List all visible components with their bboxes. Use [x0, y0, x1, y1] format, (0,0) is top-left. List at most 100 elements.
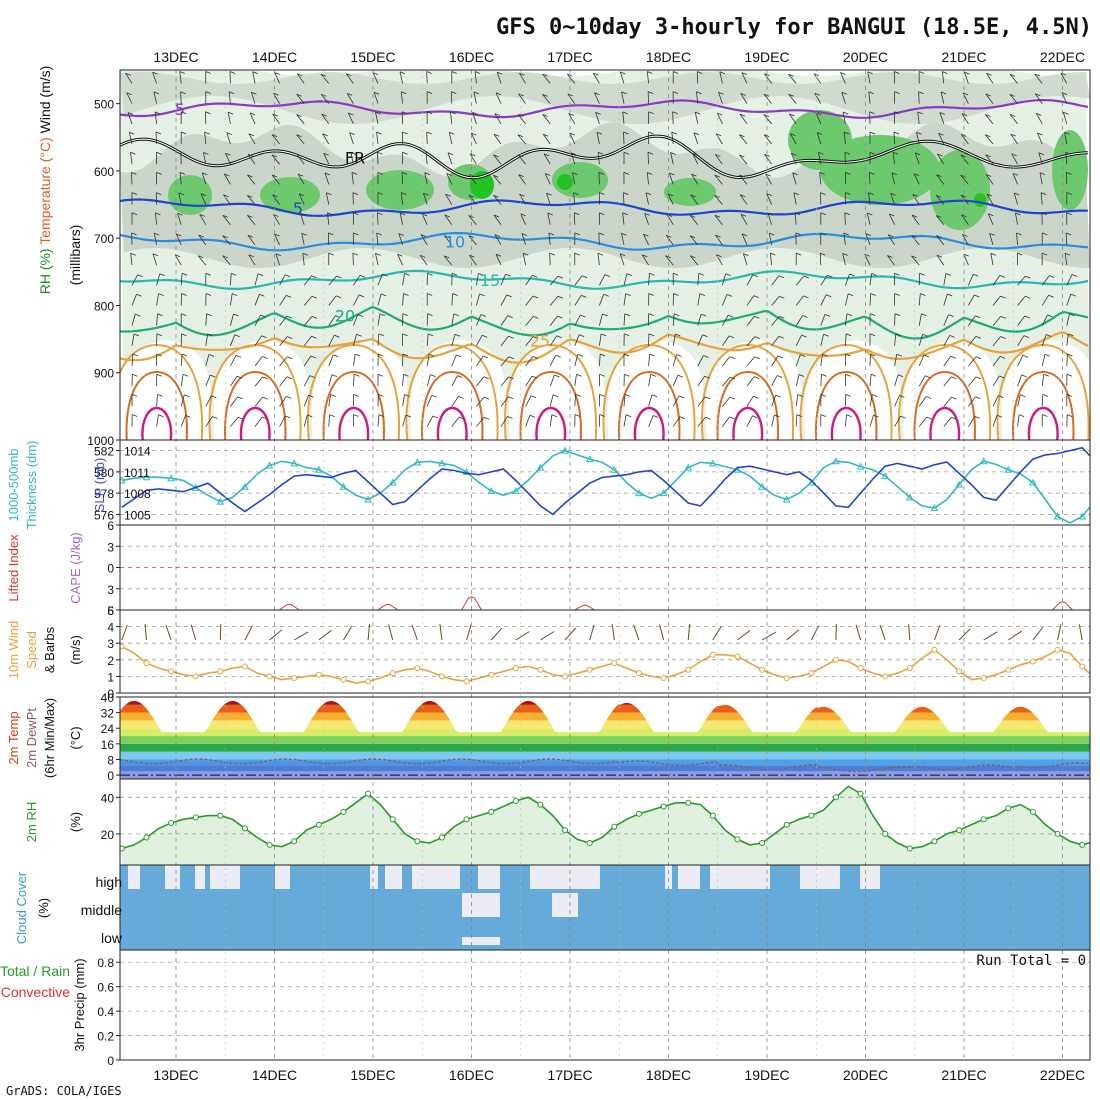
- dewpoint-fill: [744, 767, 748, 779]
- panel-side-label-part: 2m Temp: [6, 711, 21, 764]
- dewpoint-fill: [392, 761, 396, 779]
- wind-barb-flag: [574, 252, 580, 256]
- wind-barb: [248, 133, 256, 145]
- wind-barb: [789, 133, 797, 145]
- wind-barb: [421, 213, 428, 225]
- wind-barb: [296, 154, 305, 165]
- wind-barb-flag: [133, 333, 140, 337]
- wind-barb: [746, 274, 754, 286]
- wind-barb-flag: [820, 414, 826, 417]
- dewpoint-fill: [188, 761, 192, 779]
- wind-barb: [820, 374, 822, 387]
- wind-barb-flag: [894, 111, 900, 115]
- wind-barb: [226, 132, 231, 145]
- wind-barb-flag: [401, 111, 408, 115]
- wind-barb: [328, 295, 337, 306]
- wind-barb: [794, 212, 797, 225]
- rh-saturated-area: [557, 174, 573, 190]
- wind-barb-flag: [401, 91, 407, 95]
- wind-barb: [352, 253, 354, 266]
- tick-label: 24: [101, 722, 115, 736]
- dewpoint-fill: [332, 761, 336, 779]
- wind-barb-flag: [600, 353, 606, 357]
- dewpoint-fill: [476, 761, 480, 779]
- wind-barb-flag: [136, 293, 142, 297]
- wind-barb-flag: [1025, 275, 1031, 279]
- wind-barb-flag: [247, 174, 253, 178]
- wind-barb: [375, 112, 379, 124]
- wind-barb-flag: [651, 394, 658, 398]
- wind-barb: [718, 92, 723, 104]
- wind-barb-flag: [779, 316, 785, 319]
- dewpoint-fill: [240, 761, 244, 779]
- wind-barb: [472, 112, 477, 124]
- wind-barb-flag: [767, 212, 774, 216]
- wind-barb-flag: [260, 314, 266, 318]
- cloud-high-gap: [370, 865, 378, 889]
- wind-barb-flag: [895, 333, 901, 337]
- panel-side-label-part: (6hr Min/Max): [42, 698, 57, 778]
- dewpoint-fill: [420, 761, 424, 779]
- wind-barb-flag: [402, 353, 409, 357]
- wind-barb-flag: [353, 212, 359, 216]
- wind-barb-flag: [1063, 111, 1069, 115]
- wind-barb-flag: [667, 193, 674, 197]
- rh2m-series-marker: [340, 808, 347, 815]
- wind-barb: [574, 394, 576, 407]
- wind-barb-flag: [595, 112, 601, 115]
- wind-barb-flag: [247, 195, 253, 198]
- wind-barb: [247, 154, 256, 165]
- dewpoint-fill: [1072, 765, 1076, 779]
- wind-barb: [320, 74, 330, 84]
- wind-barb: [961, 113, 969, 125]
- wind-barb-flag: [740, 213, 747, 217]
- wind-barb-flag: [778, 275, 785, 279]
- wind-barb: [444, 214, 453, 225]
- wind-barb: [918, 354, 925, 367]
- wind-barb: [696, 91, 699, 104]
- dewpoint-fill: [912, 769, 916, 779]
- dewpoint-fill: [864, 769, 868, 779]
- wind-barb: [768, 233, 772, 245]
- wind-barb-flag: [575, 394, 581, 397]
- dewpoint-fill: [840, 769, 844, 779]
- dewpoint-fill: [800, 767, 804, 779]
- wind-barb-flag: [599, 373, 605, 377]
- dewpoint-fill: [708, 763, 712, 779]
- surface-wind-barb: [343, 626, 353, 641]
- wind-barb-flag: [545, 173, 551, 176]
- wind-barb-flag: [960, 194, 967, 198]
- wind-barb: [352, 192, 354, 205]
- temperature-color-band: [120, 743, 1090, 752]
- wind-barb-flag: [556, 335, 562, 339]
- wind-barb: [645, 192, 649, 205]
- wind-barb: [738, 154, 748, 165]
- wind-barb-flag: [262, 376, 268, 380]
- wind-barb: [714, 174, 723, 185]
- wind-barb-flag: [285, 415, 291, 419]
- dewpoint-fill: [192, 761, 196, 779]
- wind-barb: [715, 133, 723, 145]
- wind-barb-flag: [307, 414, 313, 418]
- dewpoint-fill: [752, 767, 756, 779]
- wind-barb: [376, 232, 379, 245]
- wind-barb-flag: [1020, 394, 1026, 398]
- dewpoint-fill: [456, 761, 460, 779]
- wind-barb-flag: [326, 192, 332, 196]
- wind-barb: [739, 174, 748, 185]
- wind-barb-flag: [625, 414, 632, 418]
- wind-barb: [274, 72, 280, 84]
- temperature-contour-warm: [1096, 345, 1100, 440]
- wind-barb-flag: [444, 235, 450, 238]
- wind-barb: [771, 316, 780, 326]
- wind-barb: [247, 215, 256, 225]
- surface-wind-barb: [515, 631, 530, 641]
- wind-barb-flag: [648, 313, 654, 316]
- tick-label: 2: [107, 654, 114, 668]
- wind-barb: [943, 355, 952, 367]
- rh2m-series-marker: [438, 834, 445, 841]
- wind-barb: [230, 396, 239, 407]
- rh2m-series-marker: [906, 845, 913, 852]
- temperature-color-band: [120, 771, 1090, 779]
- wind-speed-series-marker: [192, 673, 199, 680]
